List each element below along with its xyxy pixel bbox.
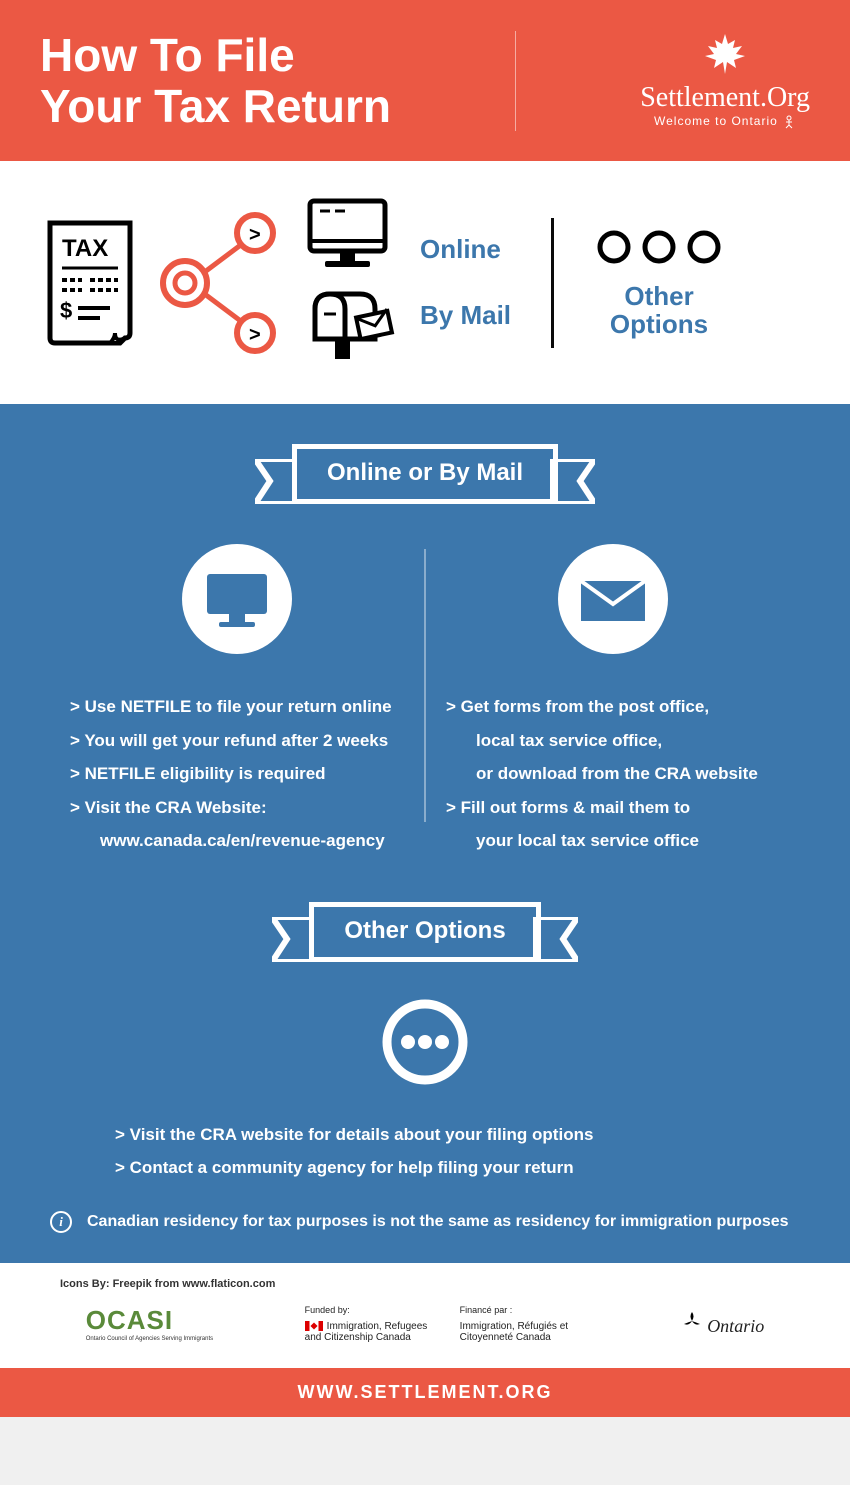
canada-gov-logo: Funded by: Immigration, Refugees and Cit…	[305, 1305, 590, 1343]
logo-text: Settlement.Org	[640, 82, 810, 114]
header-divider	[515, 31, 516, 131]
ribbon-label: Other Options	[309, 902, 540, 962]
footer-url: WWW.SETTLEMENT.ORG	[0, 1368, 850, 1417]
other-options-column: Other Options	[594, 227, 724, 339]
page-title: How To File Your Tax Return	[40, 30, 391, 131]
mail-bullets: Get forms from the post office, local ta…	[446, 694, 780, 854]
footer-logos: Icons By: Freepik from www.flaticon.com …	[0, 1263, 850, 1368]
list-item: Fill out forms & mail them to	[446, 795, 780, 821]
svg-text:$: $	[60, 298, 72, 323]
tax-document-icon: TAX $	[40, 218, 140, 348]
icon-credit: Icons By: Freepik from www.flaticon.com	[60, 1278, 810, 1290]
mailbox-icon	[300, 284, 395, 364]
ribbon-tail-right-icon	[550, 459, 595, 504]
list-item-sub: or download from the CRA website	[446, 761, 780, 787]
ribbon-tail-right-icon	[533, 917, 578, 962]
list-item-sub: www.canada.ca/en/revenue-agency	[70, 828, 404, 854]
settlement-logo: Settlement.Org Welcome to Ontario	[640, 32, 810, 129]
list-item-sub: your local tax service office	[446, 828, 780, 854]
infographic-container: How To File Your Tax Return Settlement.O…	[0, 0, 850, 1417]
method-labels: Online By Mail	[420, 234, 511, 331]
info-icon: i	[50, 1211, 72, 1233]
details-section: Online or By Mail Use NETFILE to file yo…	[0, 404, 850, 1263]
note-text: Canadian residency for tax purposes is n…	[87, 1213, 789, 1231]
vertical-divider	[551, 218, 554, 348]
person-icon	[782, 115, 796, 129]
monitor-circle-icon	[177, 539, 297, 659]
branch-connector-icon: > >	[155, 208, 285, 358]
mail-column: Get forms from the post office, local ta…	[426, 539, 800, 862]
header: How To File Your Tax Return Settlement.O…	[0, 0, 850, 161]
online-column: Use NETFILE to file your return online Y…	[50, 539, 424, 862]
by-mail-label: By Mail	[420, 300, 511, 331]
svg-text:>: >	[249, 324, 261, 346]
computer-icon	[300, 196, 395, 271]
ribbon-online-mail: Online or By Mail	[50, 444, 800, 504]
two-column-details: Use NETFILE to file your return online Y…	[50, 539, 800, 862]
list-item: Visit the CRA Website:	[70, 795, 404, 821]
svg-text:TAX: TAX	[62, 235, 108, 262]
trillium-icon	[681, 1310, 703, 1332]
ontario-logo: Ontario	[681, 1310, 764, 1337]
list-item-sub: local tax service office,	[446, 728, 780, 754]
ribbon-other-options: Other Options	[50, 902, 800, 962]
canada-flag-icon	[305, 1321, 323, 1331]
other-options-icon-wrap	[50, 997, 800, 1092]
list-item: Contact a community agency for help fili…	[115, 1155, 735, 1181]
list-item: Get forms from the post office,	[446, 694, 780, 720]
list-item: NETFILE eligibility is required	[70, 761, 404, 787]
ribbon-label: Online or By Mail	[292, 444, 558, 504]
maple-leaf-icon	[700, 32, 750, 77]
envelope-circle-icon	[553, 539, 673, 659]
ellipsis-circle-icon	[380, 997, 470, 1087]
ocasi-logo: OCASI Ontario Council of Agencies Servin…	[86, 1305, 213, 1342]
other-options-label: Other Options	[594, 282, 724, 339]
three-circles-icon	[594, 227, 724, 267]
online-label: Online	[420, 234, 511, 265]
list-item: Use NETFILE to file your return online	[70, 694, 404, 720]
logo-tagline: Welcome to Ontario	[640, 114, 810, 129]
online-bullets: Use NETFILE to file your return online Y…	[70, 694, 404, 854]
method-icons-column	[300, 196, 395, 369]
other-options-bullets: Visit the CRA website for details about …	[115, 1122, 735, 1181]
list-item: You will get your refund after 2 weeks	[70, 728, 404, 754]
svg-text:>: >	[249, 224, 261, 246]
residency-note: i Canadian residency for tax purposes is…	[50, 1211, 800, 1233]
options-row: TAX $ > >	[0, 161, 850, 404]
list-item: Visit the CRA website for details about …	[115, 1122, 735, 1148]
